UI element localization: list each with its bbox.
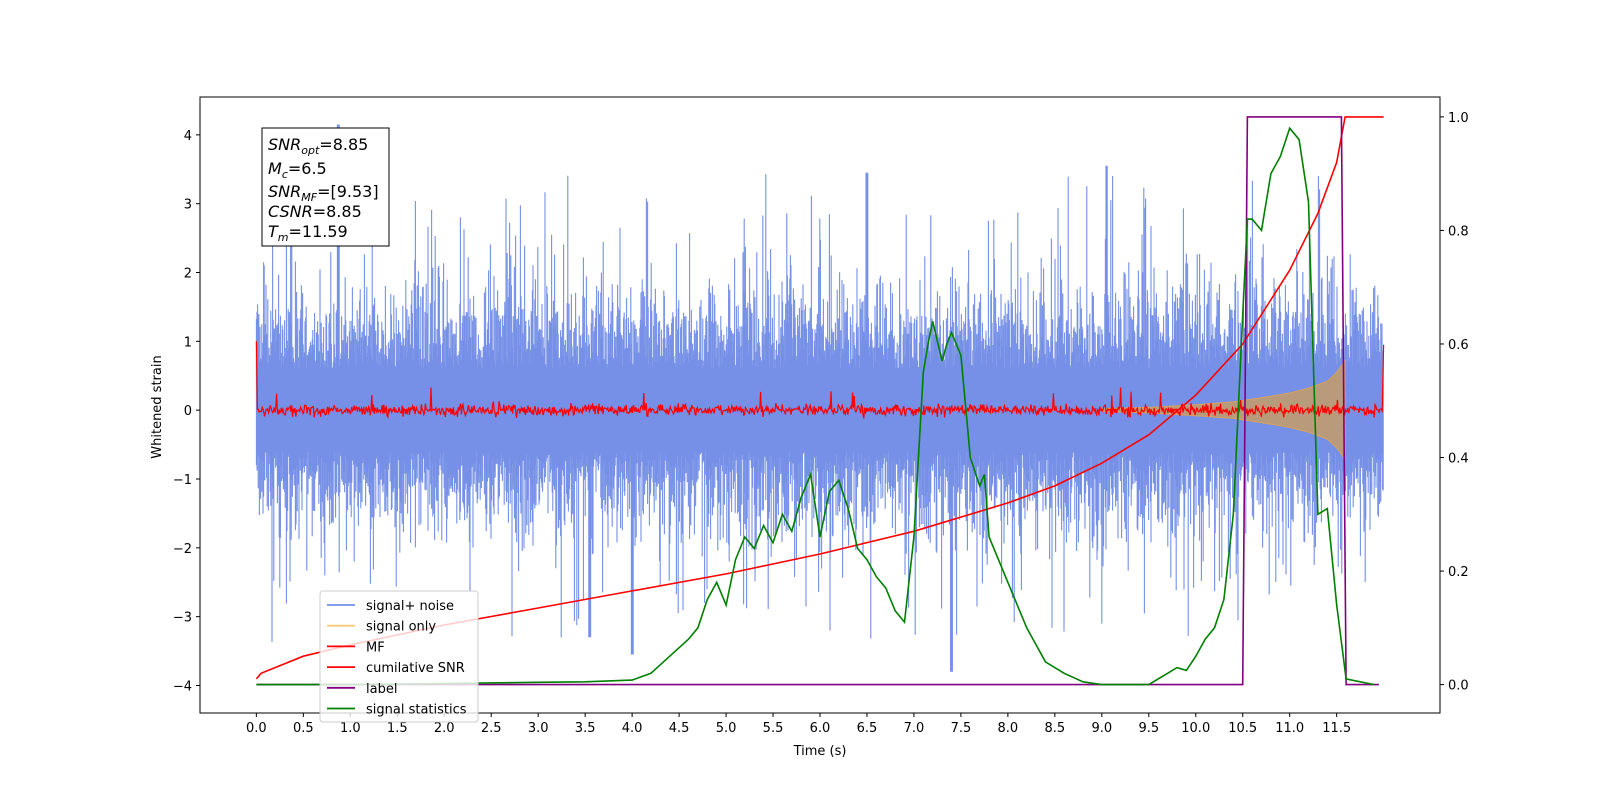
y2-tick-label: 0.2 <box>1448 565 1469 580</box>
x-tick-label: 5.5 <box>763 721 784 736</box>
x-tick-label: 10.0 <box>1181 721 1210 736</box>
annotation-snr-mf: SNRMF=[9.53] <box>268 182 379 204</box>
annotation-tm: Tm=11.59 <box>268 222 348 244</box>
x-tick-label: 8.5 <box>1045 721 1066 736</box>
y-tick-label: 0 <box>184 404 192 419</box>
y2-tick-label: 1.0 <box>1448 111 1469 126</box>
annotation-mc: Mc=6.5 <box>268 159 327 181</box>
annotation-snr-opt: SNRopt=8.85 <box>268 135 368 157</box>
legend-label: signal+ noise <box>366 599 454 614</box>
x-tick-label: 7.5 <box>951 721 972 736</box>
x-tick-label: 1.5 <box>387 721 408 736</box>
x-tick-label: 0.0 <box>246 721 267 736</box>
x-tick-label: 9.0 <box>1091 721 1112 736</box>
x-axis-label: Time (s) <box>793 744 847 759</box>
legend-label: label <box>366 682 397 697</box>
x-tick-label: 3.0 <box>528 721 549 736</box>
series-mf <box>255 341 1385 419</box>
x-tick-label: 10.5 <box>1228 721 1257 736</box>
y-tick-label: 1 <box>184 335 192 350</box>
stats-annotation: SNRopt=8.85 Mc=6.5 SNRMF=[9.53] CSNR=8.8… <box>261 127 390 247</box>
legend-label: signal statistics <box>366 703 467 718</box>
x-tick-label: 2.5 <box>481 721 502 736</box>
series-signal-statistics <box>256 126 1375 686</box>
y-tick-label: 4 <box>184 129 192 144</box>
y-tick-label: −4 <box>173 679 192 694</box>
y-tick-label: −1 <box>173 473 192 488</box>
x-tick-label: 11.0 <box>1275 721 1304 736</box>
x-tick-label: 9.5 <box>1138 721 1159 736</box>
legend-label: MF <box>366 640 385 655</box>
x-tick-label: 0.5 <box>293 721 314 736</box>
annotation-frame <box>261 127 390 247</box>
legend-label: cumilative SNR <box>366 661 465 676</box>
axes: 0.0 0.5 1.0 1.5 2.0 2.5 3.0 3.5 4.0 4.5 5.0 5.5 6.0 6… <box>173 96 1469 736</box>
y2-tick-label: 0.4 <box>1448 452 1469 467</box>
x-tick-label: 3.5 <box>575 721 596 736</box>
x-tick-label: 2.0 <box>434 721 455 736</box>
annotation-csnr: CSNR=8.85 <box>268 202 362 221</box>
x-tick-label: 11.5 <box>1322 721 1351 736</box>
x-tick-label: 6.5 <box>857 721 878 736</box>
x-tick-label: 5.0 <box>716 721 737 736</box>
series-label <box>256 116 1379 686</box>
legend-label: signal only <box>366 620 436 635</box>
legend: signal+ noise signal only MF cumilative SNR… <box>319 590 479 723</box>
y-tick-label: 3 <box>184 198 192 213</box>
y-tick-label: 2 <box>184 267 192 282</box>
legend-frame <box>319 590 479 723</box>
x-tick-label: 1.0 <box>340 721 361 736</box>
x-tick-label: 8.0 <box>998 721 1019 736</box>
y-tick-label: −2 <box>173 542 192 557</box>
x-tick-label: 4.0 <box>622 721 643 736</box>
y-tick-label: −3 <box>173 611 192 626</box>
y2-tick-label: 0.8 <box>1448 224 1469 239</box>
x-tick-label: 4.5 <box>669 721 690 736</box>
x-tick-label: 6.0 <box>810 721 831 736</box>
y-axis-label: Whitened strain <box>150 355 165 458</box>
x-tick-label: 7.0 <box>904 721 925 736</box>
y2-tick-label: 0.6 <box>1448 338 1469 353</box>
y2-tick-label: 0.0 <box>1448 679 1469 694</box>
